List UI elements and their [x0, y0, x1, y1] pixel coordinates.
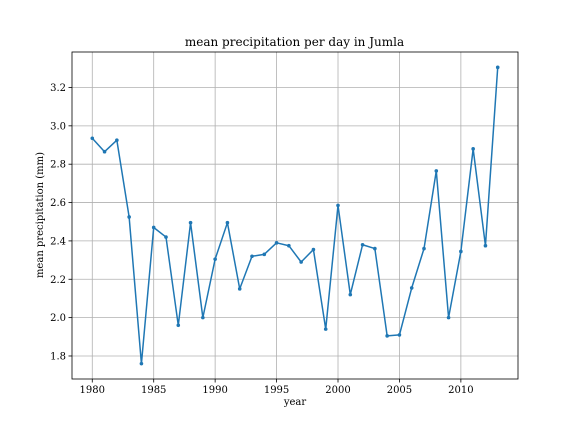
data-point [385, 334, 389, 338]
data-point [176, 323, 181, 328]
data-point [139, 361, 144, 366]
data-point [459, 249, 463, 254]
data-point [237, 287, 242, 291]
data-point [262, 252, 267, 257]
data-point [471, 147, 475, 151]
x-tick-label: 2000 [325, 385, 350, 396]
y-tick-label: 2.2 [50, 275, 66, 286]
data-point [446, 315, 451, 320]
data-point [213, 257, 217, 261]
data-point [115, 138, 119, 143]
y-tick-label: 2.4 [50, 236, 66, 247]
data-point [102, 149, 107, 154]
data-point [188, 220, 193, 225]
data-point [151, 225, 156, 230]
plot-frame [71, 51, 519, 380]
chart-title: mean precipitation per day in Jumla [185, 35, 404, 49]
x-tick-label: 1995 [264, 385, 289, 396]
y-tick-label: 2.0 [50, 313, 66, 324]
data-point [495, 65, 500, 70]
y-tick-label: 3.0 [50, 121, 66, 132]
data-point [360, 242, 365, 247]
x-tick-label: 2005 [387, 385, 412, 396]
data-point [323, 327, 328, 331]
data-point [127, 215, 131, 219]
data-point [422, 246, 426, 251]
y-tick-label: 1.8 [50, 351, 66, 362]
data-point [299, 260, 303, 264]
data-point [164, 235, 168, 239]
data-point [434, 169, 439, 173]
data-point [274, 241, 279, 245]
x-tick-label: 1980 [80, 385, 105, 396]
data-point [483, 243, 488, 248]
data-point [287, 243, 291, 248]
y-tick-label: 2.8 [50, 160, 66, 171]
x-tick-label: 2010 [448, 385, 473, 396]
grid [72, 52, 518, 379]
y-tick-label: 3.2 [50, 83, 66, 94]
data-point [409, 286, 414, 290]
x-tick-label: 1985 [141, 385, 166, 396]
data-point [225, 220, 230, 225]
x-axis-label: year [283, 397, 307, 408]
series-line [91, 67, 499, 365]
data-point [311, 247, 316, 252]
data-point [397, 333, 402, 337]
data-point [90, 136, 95, 141]
data-point [250, 254, 254, 259]
x-tick-label: 1990 [202, 385, 227, 396]
y-axis-label: mean precipitation (mm) [35, 152, 46, 278]
data-point [373, 246, 377, 251]
series-line-layer [91, 67, 499, 365]
y-tick-label: 2.6 [50, 198, 66, 209]
data-point [201, 315, 205, 320]
data-point [348, 292, 353, 297]
data-point [336, 203, 340, 208]
axis-ticks: 1980 1985 1990 1995 2000 2005 2010 1.8 2.0 2.2 2.4… [50, 83, 474, 396]
series-markers [90, 65, 500, 366]
